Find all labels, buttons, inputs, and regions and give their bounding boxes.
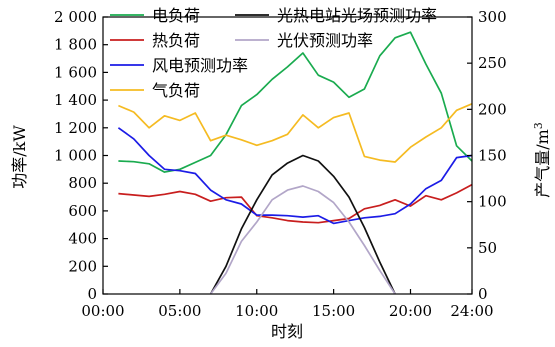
y-right-tick-label: 0 [478,285,488,303]
legend-label: 风电预测功率 [152,56,248,75]
y-right-tick-label: 150 [478,147,507,165]
x-tick-label: 00:00 [81,302,124,320]
y-left-axis-ticks: 0 200 400 600 800 1 000 1 200 1 400 1 600 1 800 2 … [54,8,108,303]
legend-label: 热负荷 [152,31,200,50]
y-left-tick-label: 1 800 [54,36,97,54]
y-left-tick-label: 2 000 [54,8,97,26]
series-line-5 [209,185,396,295]
legend-label: 光热电站光场预测功率 [277,6,437,25]
y-left-tick-label: 1 600 [54,63,97,81]
y-right-axis-label-superscript: 3 [532,122,545,129]
y-right-axis-label-text: 产气量/m [533,129,552,198]
series-line-0 [118,31,473,173]
legend-label: 气负荷 [152,81,200,100]
y-left-tick-label: 1 000 [54,147,97,165]
y-right-tick-label: 50 [478,239,497,257]
x-tick-label: 15:00 [312,302,355,320]
y-right-axis-ticks: 0 50 100 150 200 250 300 [467,8,507,303]
series-line-2 [117,127,473,225]
y-left-tick-label: 200 [68,257,97,275]
x-axis-ticks: 00:00 05:00 10:00 15:00 20:00 24:00 [81,289,494,320]
series-layer [117,31,473,295]
y-right-axis-label: 产气量/m3 [532,122,552,198]
x-tick-label: 24:00 [450,302,493,320]
y-right-tick-label: 300 [478,8,507,26]
legend-label: 电负荷 [152,6,200,25]
series-line-1 [118,183,473,224]
y-left-tick-label: 800 [68,174,97,192]
y-left-axis-label: 功率/kW [10,125,29,189]
y-left-tick-label: 0 [87,285,97,303]
legend-label: 光伏预测功率 [277,31,373,50]
x-tick-label: 05:00 [158,302,201,320]
y-right-tick-label: 250 [478,54,507,72]
x-tick-label: 20:00 [389,302,432,320]
y-left-tick-label: 600 [68,202,97,220]
y-left-tick-label: 1 400 [54,91,97,109]
series-line-3 [118,103,473,163]
y-right-tick-label: 200 [478,100,507,118]
y-left-tick-label: 400 [68,230,97,248]
x-axis-label: 时刻 [271,322,303,341]
y-right-tick-label: 100 [478,193,507,211]
series-line-4 [209,154,396,295]
y-left-tick-label: 1 200 [54,119,97,137]
x-tick-label: 10:00 [235,302,278,320]
